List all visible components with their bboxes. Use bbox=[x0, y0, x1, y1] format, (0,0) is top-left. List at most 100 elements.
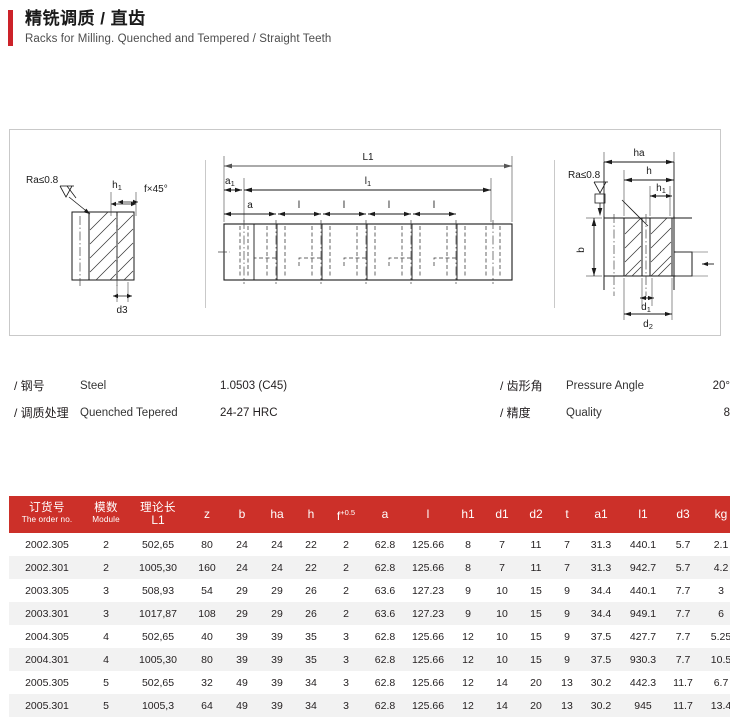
cell-value: 22 bbox=[305, 561, 317, 574]
cell-value: 9 bbox=[465, 607, 471, 620]
col-header-ha: ha bbox=[259, 496, 295, 533]
cell-value: 63.6 bbox=[374, 607, 396, 620]
col-header-d3: d3 bbox=[665, 496, 701, 533]
panel-divider-right bbox=[554, 160, 555, 308]
cell-value: 945 bbox=[634, 699, 652, 712]
cell-value: 440.1 bbox=[629, 538, 657, 551]
spec-name-pressure-angle: Pressure Angle bbox=[566, 379, 644, 392]
cell-value: 5.7 bbox=[675, 561, 691, 574]
cell-value: 942.7 bbox=[629, 561, 657, 574]
cell-order-no: 2003.301 bbox=[25, 607, 69, 620]
cell-value: 2 bbox=[343, 538, 349, 551]
cell-value: 31.3 bbox=[590, 561, 612, 574]
cell-value: 7.7 bbox=[675, 607, 691, 620]
cell-value: 502,65 bbox=[141, 538, 175, 551]
col-header-h1: h1 bbox=[451, 496, 485, 533]
spec-row-steel: / 钢号 Steel 1.0503 (C45) / 齿形角 Pressure A… bbox=[0, 372, 730, 399]
cell-value: 54 bbox=[201, 584, 213, 597]
cell-value: 39 bbox=[236, 630, 248, 643]
col-header-d1: d1 bbox=[485, 496, 519, 533]
spec-left-heat-treatment: / 调质处理 Quenched Tepered 24-27 HRC bbox=[0, 404, 490, 421]
cell-value: 2 bbox=[103, 538, 109, 551]
table-row[interactable]: 2005.301 5 1005,3 64 49 39 34 3 62.8 125.66 12 14 20… bbox=[9, 694, 730, 717]
col-header-symbol: h bbox=[307, 507, 315, 521]
cell-value: 20 bbox=[530, 676, 542, 689]
cell-value: 508,93 bbox=[141, 584, 175, 597]
page-title-cn: 精铣调质 / 直齿 bbox=[25, 9, 146, 28]
table-row[interactable]: 2002.305 2 502,65 80 24 24 22 2 62.8 125.66 8 7 11 7 3… bbox=[9, 533, 730, 556]
col-header-symbol: l1 bbox=[638, 507, 648, 521]
spec-value-pressure-angle: 20° bbox=[712, 379, 730, 392]
col-header-cn: 模数 bbox=[94, 502, 118, 514]
cell-value: 125.66 bbox=[411, 561, 445, 574]
cell-order-no: 2005.301 bbox=[25, 699, 69, 712]
col-header-l1: l1 bbox=[621, 496, 665, 533]
cell-value: 4 bbox=[103, 630, 109, 643]
cell-value: 3 bbox=[343, 699, 349, 712]
col-header-d2: d2 bbox=[519, 496, 553, 533]
cell-value: 34.4 bbox=[590, 584, 612, 597]
cell-value: 125.66 bbox=[411, 630, 445, 643]
cell-value: 3 bbox=[103, 584, 109, 597]
spec-value-steel: 1.0503 (C45) bbox=[220, 379, 288, 392]
cell-order-no: 2004.301 bbox=[25, 653, 69, 666]
table-row[interactable]: 2002.301 2 1005,30 160 24 24 22 2 62.8 125.66 8 7 11… bbox=[9, 556, 730, 579]
cell-value: 7 bbox=[499, 538, 505, 551]
cell-value: 10.5 bbox=[710, 653, 730, 666]
spec-name-steel: Steel bbox=[80, 379, 107, 392]
table-row[interactable]: 2004.305 4 502,65 40 39 39 35 3 62.8 125.66 12 10 15… bbox=[9, 625, 730, 648]
col-header-en: Module bbox=[92, 515, 120, 524]
label-l-1: l bbox=[298, 200, 300, 211]
cell-value: 127.23 bbox=[411, 607, 445, 620]
cell-value: 62.8 bbox=[374, 676, 396, 689]
col-header-cn: 订货号 bbox=[29, 502, 65, 514]
cell-value: 7.7 bbox=[675, 653, 691, 666]
spec-key-heat-treatment-cn: / 调质处理 bbox=[14, 406, 69, 420]
col-header-tolerance: +0.5 bbox=[340, 507, 356, 517]
spec-right-quality: / 精度 Quality 8 bbox=[490, 404, 730, 421]
cell-value: 108 bbox=[198, 607, 216, 620]
table-row[interactable]: 2003.301 3 1017,87 108 29 29 26 2 63.6 127.23 9 10 1… bbox=[9, 602, 730, 625]
label-d1: d1 bbox=[641, 302, 651, 314]
cell-value: 10 bbox=[496, 584, 508, 597]
cell-value: 3 bbox=[718, 584, 724, 597]
cell-value: 2.1 bbox=[713, 538, 729, 551]
cell-value: 29 bbox=[236, 584, 248, 597]
cell-value: 3 bbox=[343, 630, 349, 643]
label-l-2: l bbox=[343, 200, 345, 211]
drawing-left-section-view: Ra≤0.8 h1 f×45° d3 bbox=[26, 175, 168, 316]
cell-value: 3 bbox=[103, 607, 109, 620]
table-row[interactable]: 2003.305 3 508,93 54 29 29 26 2 63.6 127.23 9 10 15 9… bbox=[9, 579, 730, 602]
spec-value-quality: 8 bbox=[723, 406, 730, 419]
cell-value: 34.4 bbox=[590, 607, 612, 620]
cell-value: 24 bbox=[236, 561, 248, 574]
cell-value: 26 bbox=[305, 607, 317, 620]
cell-value: 7 bbox=[564, 561, 570, 574]
cell-value: 5 bbox=[103, 676, 109, 689]
cell-value: 30.2 bbox=[590, 699, 612, 712]
cell-value: 1005,30 bbox=[139, 561, 177, 574]
cell-order-no: 2005.305 bbox=[25, 676, 69, 689]
col-header-Module: 模数 Module bbox=[85, 496, 127, 533]
product-table-header-row: 订货号 The order no. 模数 Module 理论长 L1 z b ha h f+0.5 a… bbox=[9, 496, 730, 533]
cell-value: 29 bbox=[236, 607, 248, 620]
col-header-L1: 理论长 L1 bbox=[127, 496, 189, 533]
specifications: / 钢号 Steel 1.0503 (C45) / 齿形角 Pressure A… bbox=[0, 372, 730, 426]
cell-value: 62.8 bbox=[374, 630, 396, 643]
cell-value: 10 bbox=[496, 607, 508, 620]
label-a: a bbox=[247, 200, 253, 211]
table-row[interactable]: 2004.301 4 1005,30 80 39 39 35 3 62.8 125.66 12 10 1… bbox=[9, 648, 730, 671]
product-table-head: 订货号 The order no. 模数 Module 理论长 L1 z b ha h f+0.5 a… bbox=[9, 496, 730, 533]
cell-value: 62.8 bbox=[374, 538, 396, 551]
cell-value: 39 bbox=[271, 676, 283, 689]
product-table: 订货号 The order no. 模数 Module 理论长 L1 z b ha h f+0.5 a… bbox=[9, 496, 730, 717]
cell-value: 949.1 bbox=[629, 607, 657, 620]
cell-value: 62.8 bbox=[374, 699, 396, 712]
cell-value: 29 bbox=[271, 584, 283, 597]
cell-value: 11 bbox=[530, 538, 542, 551]
cell-value: 125.66 bbox=[411, 699, 445, 712]
table-row[interactable]: 2005.305 5 502,65 32 49 39 34 3 62.8 125.66 12 14 20… bbox=[9, 671, 730, 694]
col-header-a1: a1 bbox=[581, 496, 621, 533]
label-h1-right: h1 bbox=[656, 183, 666, 195]
cell-value: 427.7 bbox=[629, 630, 657, 643]
